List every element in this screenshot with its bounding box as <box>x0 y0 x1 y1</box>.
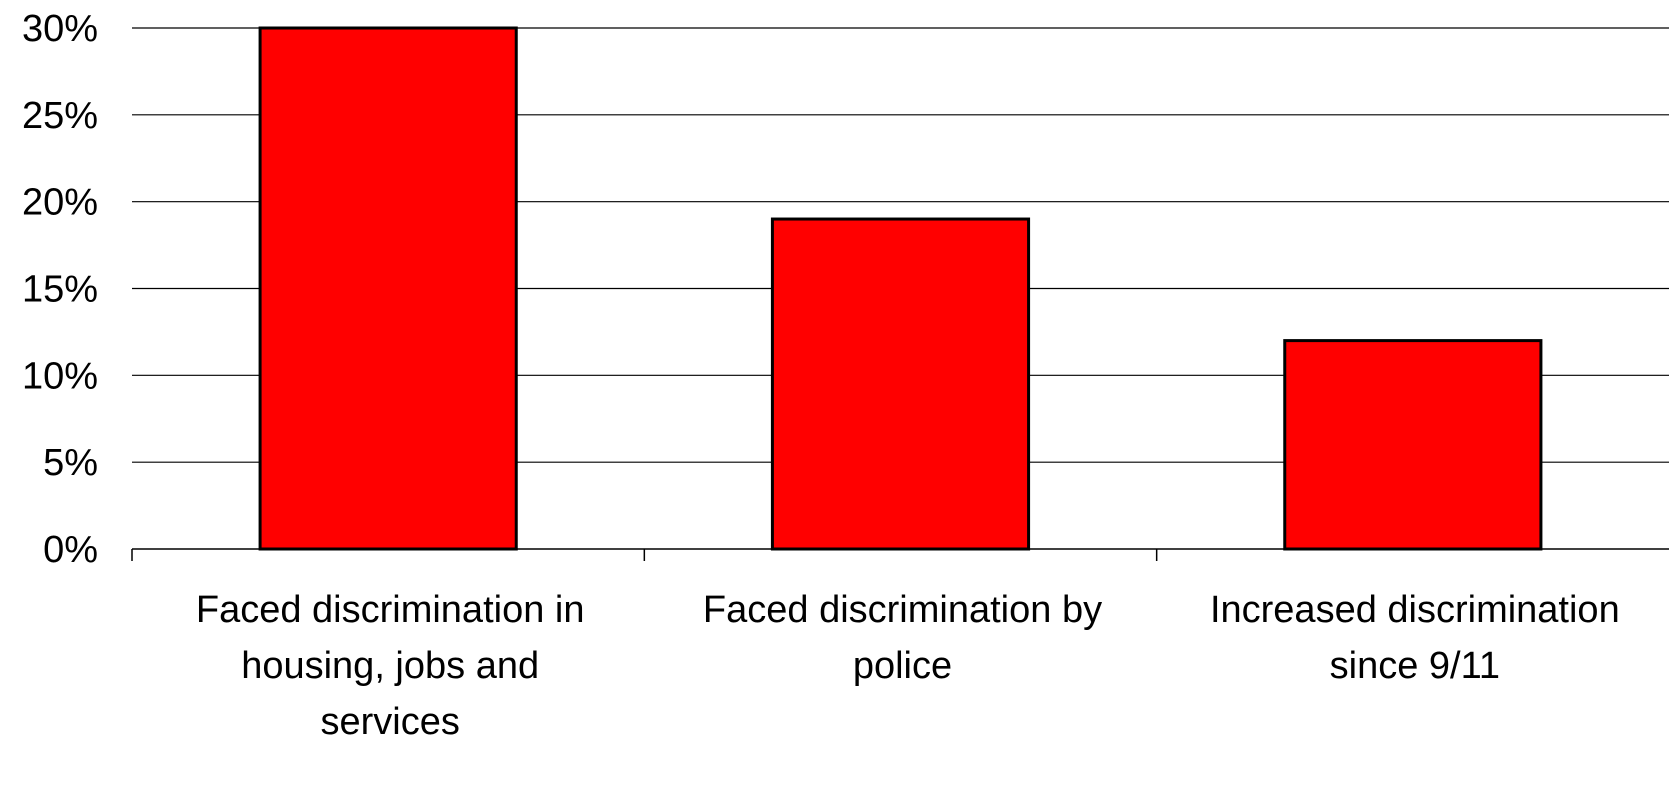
category-labels: Faced discrimination in housing, jobs and… <box>196 589 1620 743</box>
category-label-line: housing, jobs and <box>241 645 539 687</box>
category-label-line: Increased discrimination <box>1210 589 1620 631</box>
bar <box>1283 339 1543 551</box>
y-tick-label: 15% <box>22 269 98 311</box>
category-label-line: police <box>853 645 952 687</box>
category-label: Faced discrimination by police <box>703 589 1102 687</box>
x-axis <box>131 548 1669 561</box>
y-tick-labels: 0% 5% 10% 15% 20% 25% 30% <box>22 8 98 571</box>
y-tick-label: 10% <box>22 355 98 397</box>
category-label-line: since 9/11 <box>1330 645 1500 687</box>
y-tick-label: 30% <box>22 8 98 50</box>
category-label-line: services <box>320 701 459 743</box>
category-label-line: Faced discrimination by <box>703 589 1102 631</box>
category-label: Increased discrimination since 9/11 <box>1210 589 1620 687</box>
y-tick-label: 0% <box>43 529 98 571</box>
y-tick-label: 5% <box>43 442 98 484</box>
bars <box>258 26 1543 551</box>
y-tick-label: 25% <box>22 95 98 137</box>
category-label-line: Faced discrimination in <box>196 589 585 631</box>
category-label: Faced discrimination in housing, jobs and… <box>196 589 585 743</box>
bar <box>258 26 518 551</box>
y-tick-label: 20% <box>22 182 98 224</box>
bar <box>770 217 1031 551</box>
